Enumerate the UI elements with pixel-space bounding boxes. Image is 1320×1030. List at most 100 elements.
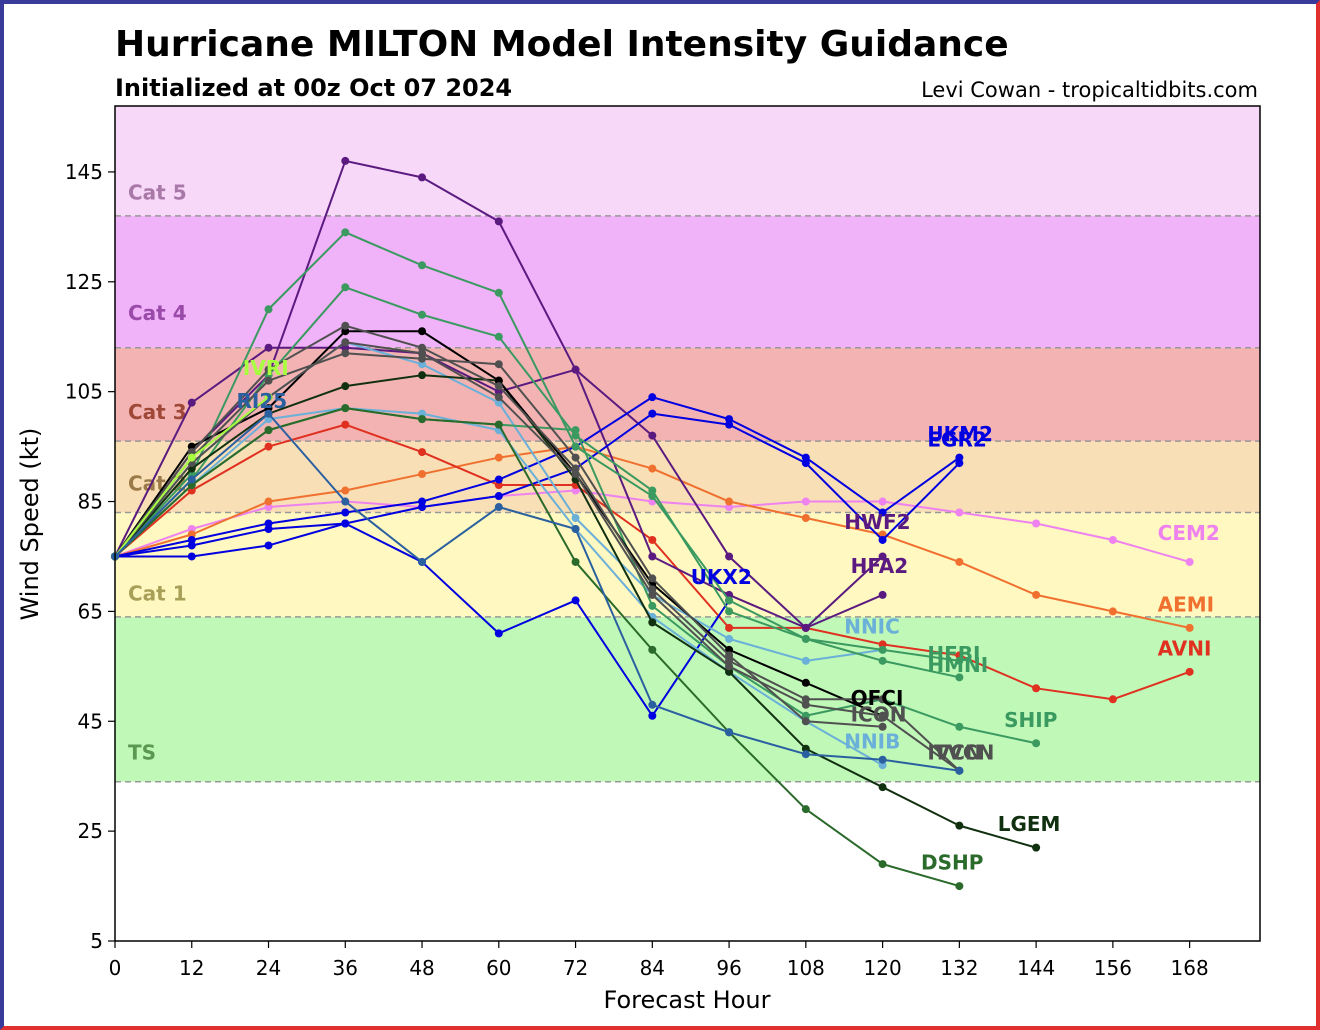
point-avni-8 bbox=[725, 623, 734, 632]
point-dshp-10 bbox=[878, 860, 887, 869]
point-cem2-13 bbox=[1108, 535, 1117, 544]
y-tick-label-65: 65 bbox=[78, 599, 103, 623]
series-label-cem2: CEM2 bbox=[1158, 521, 1220, 545]
point-cem2-8 bbox=[725, 503, 734, 512]
point-ukm2-10 bbox=[878, 508, 887, 517]
y-tick-label-45: 45 bbox=[78, 709, 103, 733]
y-tick-label-25: 25 bbox=[78, 819, 103, 843]
point-hwf2-3 bbox=[341, 343, 350, 352]
point-ivcn-10 bbox=[878, 695, 887, 704]
point-ivcn-6 bbox=[571, 464, 580, 473]
point-lgem-11 bbox=[955, 821, 964, 830]
point-hmni-10 bbox=[878, 656, 887, 665]
series-label-aemi: AEMI bbox=[1158, 592, 1214, 616]
series-lines bbox=[111, 156, 1194, 891]
point-egr2-8 bbox=[725, 420, 734, 429]
point-ukx2-7 bbox=[648, 711, 657, 720]
point-hfa2-7 bbox=[648, 552, 657, 561]
point-ri25-9 bbox=[801, 750, 810, 759]
point-aemi-2 bbox=[264, 497, 273, 506]
point-tvcn-5 bbox=[494, 393, 503, 402]
point-tvcn-7 bbox=[648, 590, 657, 599]
point-avni-5 bbox=[494, 481, 503, 490]
point-egr2-9 bbox=[801, 459, 810, 468]
point-dshp-4 bbox=[418, 415, 427, 424]
point-hfbi-10 bbox=[878, 645, 887, 654]
point-hfbi-11 bbox=[955, 656, 964, 665]
series-line-ivcn bbox=[114, 324, 961, 772]
point-hmni-11 bbox=[955, 673, 964, 682]
point-lgem-3 bbox=[341, 382, 350, 391]
series-label-dshp: DSHP bbox=[921, 851, 983, 875]
point-icon-4 bbox=[418, 354, 427, 363]
point-avni-13 bbox=[1108, 695, 1117, 704]
point-tvcn-8 bbox=[725, 662, 734, 671]
point-ukx2-3 bbox=[341, 519, 350, 528]
point-avni-14 bbox=[1185, 667, 1194, 676]
x-tick-label-144: 144 bbox=[1017, 956, 1055, 980]
point-ri25-7 bbox=[648, 700, 657, 709]
point-icon-6 bbox=[571, 453, 580, 462]
band-label-5: Cat 5 bbox=[128, 180, 187, 204]
point-ukm2-1 bbox=[187, 535, 196, 544]
point-hmni-3 bbox=[341, 283, 350, 292]
point-aemi-4 bbox=[418, 470, 427, 479]
point-icon-9 bbox=[801, 717, 810, 726]
point-hmni-4 bbox=[418, 310, 427, 319]
x-tick-label-132: 132 bbox=[940, 956, 978, 980]
point-avni-12 bbox=[1032, 684, 1041, 693]
point-ship-12 bbox=[1032, 739, 1041, 748]
point-ukx2-5 bbox=[494, 629, 503, 638]
point-ship-7 bbox=[648, 601, 657, 610]
point-lgem-10 bbox=[878, 783, 887, 792]
point-egr2-1 bbox=[187, 541, 196, 550]
band-2 bbox=[115, 441, 1260, 513]
point-hfbi-8 bbox=[725, 596, 734, 605]
point-hfa2-3 bbox=[341, 156, 350, 165]
y-tick-label-145: 145 bbox=[65, 160, 103, 184]
point-nnic-8 bbox=[725, 634, 734, 643]
series-label-ofci: OFCI bbox=[851, 686, 904, 710]
point-ukx2-6 bbox=[571, 596, 580, 605]
series-label-hwf2: HWF2 bbox=[844, 510, 910, 534]
x-tick-label-24: 24 bbox=[256, 956, 281, 980]
point-hmni-7 bbox=[648, 486, 657, 495]
point-nnic-9 bbox=[801, 656, 810, 665]
point-hfa2-10 bbox=[878, 590, 887, 599]
point-dshp-6 bbox=[571, 557, 580, 566]
point-avni-2 bbox=[264, 442, 273, 451]
point-ivcn-2 bbox=[264, 365, 273, 374]
band-label-0: TS bbox=[128, 741, 156, 765]
series-label-egr2: EGR2 bbox=[927, 428, 986, 452]
point-ri25-11 bbox=[955, 766, 964, 775]
series-line-ukm2 bbox=[114, 396, 960, 558]
point-nnic-5 bbox=[494, 398, 503, 407]
point-nnic-4 bbox=[418, 360, 427, 369]
point-ri25-8 bbox=[725, 728, 734, 737]
point-ukx2-1 bbox=[187, 552, 196, 561]
point-ukx2-2 bbox=[264, 541, 273, 550]
point-avni-10 bbox=[878, 640, 887, 649]
point-lgem-7 bbox=[648, 618, 657, 627]
point-ivri-1 bbox=[187, 453, 196, 462]
point-ivcn-4 bbox=[418, 343, 427, 352]
point-avni-3 bbox=[341, 420, 350, 429]
point-ri25-1 bbox=[187, 475, 196, 484]
point-dshp-5 bbox=[494, 420, 503, 429]
point-icon-5 bbox=[494, 360, 503, 369]
point-dshp-1 bbox=[187, 481, 196, 490]
point-egr2-4 bbox=[418, 503, 427, 512]
point-ukm2-11 bbox=[955, 453, 964, 462]
point-ukm2-8 bbox=[725, 415, 734, 424]
x-tick-label-168: 168 bbox=[1171, 956, 1209, 980]
point-aemi-3 bbox=[341, 486, 350, 495]
x-tick-label-72: 72 bbox=[563, 956, 588, 980]
credit-text: Levi Cowan - tropicaltidbits.com bbox=[921, 78, 1258, 102]
point-hmni-8 bbox=[725, 607, 734, 616]
point-ri25-5 bbox=[494, 503, 503, 512]
point-aemi-1 bbox=[187, 530, 196, 539]
plot-border bbox=[114, 105, 1261, 942]
point-dshp-2 bbox=[264, 426, 273, 435]
band-5 bbox=[115, 106, 1260, 216]
